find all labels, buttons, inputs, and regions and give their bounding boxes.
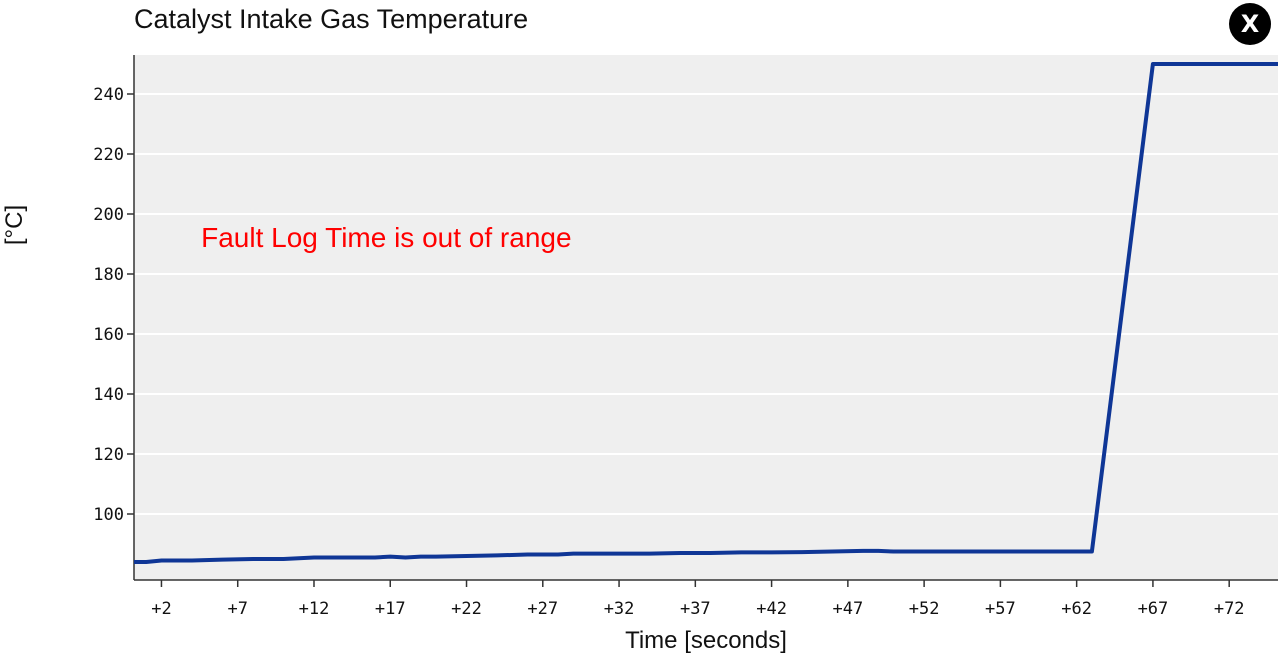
x-tick-label: +32 — [604, 599, 635, 619]
x-tick-label: +37 — [680, 599, 711, 619]
x-tick-label: +27 — [527, 599, 558, 619]
x-tick-label: +47 — [832, 599, 863, 619]
x-tick-label: +42 — [756, 599, 787, 619]
y-tick-label: 100 — [93, 505, 124, 525]
series-line — [134, 62, 1278, 564]
close-button[interactable]: X — [1229, 3, 1271, 45]
y-tick-label: 240 — [93, 85, 124, 105]
x-tick-label: +17 — [375, 599, 406, 619]
x-tick-label: +67 — [1138, 599, 1169, 619]
x-tick-label: +12 — [299, 599, 330, 619]
x-tick-label: +7 — [227, 599, 247, 619]
close-icon: X — [1240, 10, 1260, 38]
x-axis-title: Time [seconds] — [625, 627, 787, 654]
x-tick-label: +2 — [151, 599, 171, 619]
y-tick-label: 160 — [93, 325, 124, 345]
y-tick-label: 180 — [93, 265, 124, 285]
x-tick-label: +22 — [451, 599, 482, 619]
y-tick-label: 220 — [93, 145, 124, 165]
y-tick-label: 200 — [93, 205, 124, 225]
x-tick-label: +52 — [909, 599, 940, 619]
chart-title: Catalyst Intake Gas Temperature — [134, 4, 529, 34]
x-tick-label: +72 — [1214, 599, 1245, 619]
x-tick-label: +62 — [1061, 599, 1092, 619]
plot-area — [134, 55, 1278, 580]
x-tick-label: +57 — [985, 599, 1016, 619]
y-tick-label: 140 — [93, 385, 124, 405]
y-axis-title: [°C] — [1, 205, 28, 245]
y-tick-label: 120 — [93, 445, 124, 465]
out-of-range-annotation: Fault Log Time is out of range — [201, 222, 571, 253]
